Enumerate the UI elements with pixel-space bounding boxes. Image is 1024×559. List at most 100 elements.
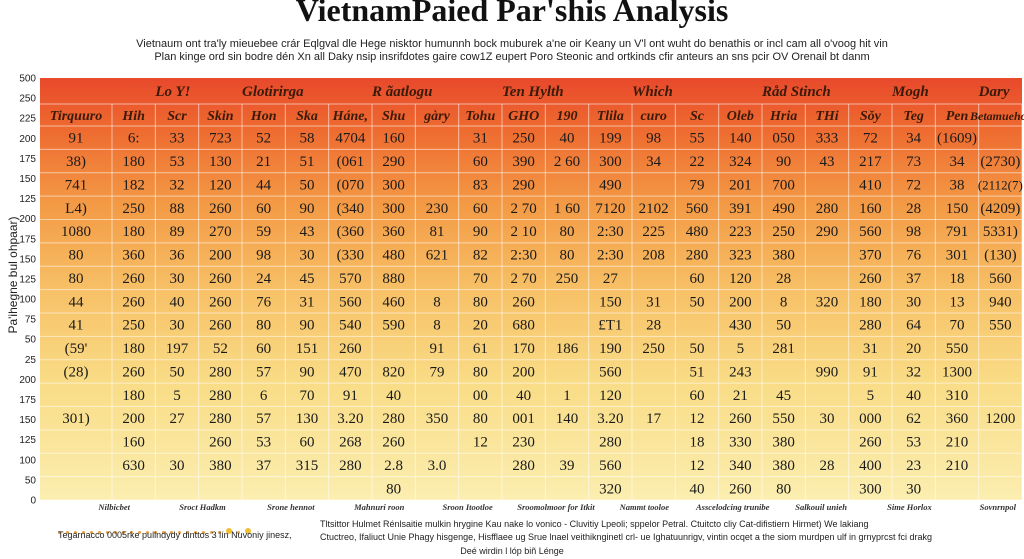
heatmap-cell: 410 bbox=[859, 177, 882, 193]
heatmap-cell: 80 bbox=[473, 294, 488, 310]
heatmap-cell: 250 bbox=[642, 341, 665, 357]
heatmap-cell: 80 bbox=[386, 481, 401, 497]
heatmap-cell: 5 bbox=[737, 341, 745, 357]
footer-label: Asscelodcing trunibe bbox=[695, 502, 770, 512]
subtitle-line-2: Plan kinge ord sin bodre dén Xn all Daky… bbox=[154, 51, 870, 63]
heatmap-cell: 20 bbox=[473, 318, 488, 334]
heatmap-cell: 80 bbox=[256, 318, 271, 334]
footer-label: Sime Horlox bbox=[887, 502, 932, 512]
heatmap-cell: 280 bbox=[209, 364, 232, 380]
heatmap-cell: 31 bbox=[473, 131, 488, 147]
heatmap-cell: 36 bbox=[170, 248, 186, 264]
heatmap-cell: 50 bbox=[776, 318, 791, 334]
heatmap-cell: 55 bbox=[690, 131, 705, 147]
heatmap-cell: 320 bbox=[599, 481, 622, 497]
heatmap-cell: 2 70 bbox=[511, 201, 537, 217]
heatmap-cell: 380 bbox=[209, 458, 232, 474]
heatmap-cell: 280 bbox=[382, 411, 405, 427]
heatmap-cell: 5331) bbox=[983, 224, 1018, 240]
heatmap-cell: 260 bbox=[209, 294, 232, 310]
heatmap-cell: 340 bbox=[729, 458, 752, 474]
column-header: THi bbox=[815, 109, 838, 124]
y-tick-label: 150 bbox=[19, 174, 36, 185]
heatmap-cell: 550 bbox=[989, 318, 1012, 334]
heatmap-cell: 31 bbox=[646, 294, 661, 310]
heatmap-cell: (1609) bbox=[937, 131, 977, 147]
column-header: Skin bbox=[207, 109, 234, 124]
heatmap-cell: 160 bbox=[122, 435, 145, 451]
legend-dots bbox=[58, 521, 318, 534]
heatmap-cell: 280 bbox=[339, 458, 362, 474]
row-label: (59' bbox=[65, 341, 88, 357]
legend-text-1: Tegarnacco 0005rke pullndydy dinttos 3 l… bbox=[58, 530, 292, 540]
y-tick-label: 50 bbox=[25, 335, 37, 346]
column-header: Hih bbox=[121, 109, 145, 124]
heatmap-cell: 80 bbox=[560, 224, 575, 240]
heatmap-cell: 160 bbox=[859, 201, 882, 217]
heatmap-cell: 31 bbox=[863, 341, 878, 357]
footer-label: Nammt tooloe bbox=[619, 502, 670, 512]
heatmap-cell: 40 bbox=[516, 388, 531, 404]
heatmap-cell: 230 bbox=[512, 435, 535, 451]
heatmap-cell: 490 bbox=[772, 201, 795, 217]
heatmap-cell: 27 bbox=[603, 271, 619, 287]
legend-text-3: Ctuctreo, Ifaliuct Unie Phagy hisgenge, … bbox=[320, 532, 932, 542]
heatmap-cell: 260 bbox=[512, 294, 535, 310]
heatmap-cell: 380 bbox=[772, 458, 795, 474]
heatmap-cell: 22 bbox=[690, 154, 705, 170]
heatmap-cell: 53 bbox=[256, 435, 271, 451]
column-header: Oleb bbox=[727, 109, 754, 124]
heatmap-cell: 268 bbox=[339, 435, 362, 451]
heatmap-cell: 370 bbox=[859, 248, 882, 264]
heatmap-cell: 52 bbox=[213, 341, 228, 357]
heatmap-cell: 80 bbox=[560, 248, 575, 264]
heatmap-cell: 180 bbox=[122, 224, 145, 240]
heatmap-cell: 30 bbox=[300, 248, 315, 264]
heatmap-cell: 260 bbox=[859, 271, 882, 287]
heatmap-cell: 550 bbox=[772, 411, 795, 427]
heatmap-cell: 300 bbox=[859, 481, 882, 497]
heatmap-cell: 3.0 bbox=[428, 458, 447, 474]
heatmap-cell: 1300 bbox=[942, 364, 972, 380]
y-tick-label: 250 bbox=[19, 94, 36, 105]
heatmap-cell: 80 bbox=[473, 411, 488, 427]
heatmap-cell: 50 bbox=[300, 177, 315, 193]
column-header: Ska bbox=[296, 109, 318, 124]
footer-label: Sovnrnpol bbox=[980, 502, 1017, 512]
column-header: Tlila bbox=[597, 109, 624, 124]
column-header: Tohu bbox=[465, 109, 495, 124]
column-header: Shu bbox=[382, 109, 406, 124]
heatmap-grid bbox=[40, 103, 1023, 501]
column-header: gàry bbox=[423, 109, 450, 124]
heatmap-cell: 260 bbox=[209, 435, 232, 451]
heatmap-cell: 290 bbox=[512, 177, 535, 193]
heatmap-cell: 60 bbox=[256, 201, 271, 217]
heatmap-cell: 53 bbox=[170, 154, 185, 170]
column-group-labels: Lo Y! Glotirirga R ãatlogu Ten Hylth Which Rå… bbox=[154, 84, 1010, 100]
heatmap-cell: 250 bbox=[122, 318, 145, 334]
heatmap-cell: 281 bbox=[772, 341, 795, 357]
heatmap-cell: 333 bbox=[816, 131, 839, 147]
heatmap-cell: (330 bbox=[337, 248, 365, 264]
heatmap-cell: 72 bbox=[906, 177, 921, 193]
column-header: Hon bbox=[250, 109, 277, 124]
heatmap-cell: 98 bbox=[646, 131, 661, 147]
heatmap-cell: 24 bbox=[256, 271, 272, 287]
heatmap-cell: 30 bbox=[170, 458, 185, 474]
heatmap-cell: 6 bbox=[260, 388, 268, 404]
heatmap-cell: (061 bbox=[337, 154, 365, 170]
heatmap-cell: 60 bbox=[690, 271, 705, 287]
heatmap-cell: 270 bbox=[209, 224, 232, 240]
heatmap-cell: 570 bbox=[339, 271, 362, 287]
heatmap-cell: 390 bbox=[512, 154, 535, 170]
y-tick-label: 200 bbox=[19, 134, 36, 145]
y-tick-label: 125 bbox=[19, 435, 36, 446]
heatmap-cell: 40 bbox=[690, 481, 705, 497]
heatmap-cell: 150 bbox=[599, 294, 622, 310]
heatmap-cell: 201 bbox=[729, 177, 752, 193]
y-tick-label: 225 bbox=[19, 114, 36, 125]
footer-label: Srone hennot bbox=[267, 502, 315, 512]
heatmap-cell: 6: bbox=[128, 131, 140, 147]
heatmap-cell: 81 bbox=[430, 224, 445, 240]
footer-label: Sroct Hadkm bbox=[179, 502, 226, 512]
